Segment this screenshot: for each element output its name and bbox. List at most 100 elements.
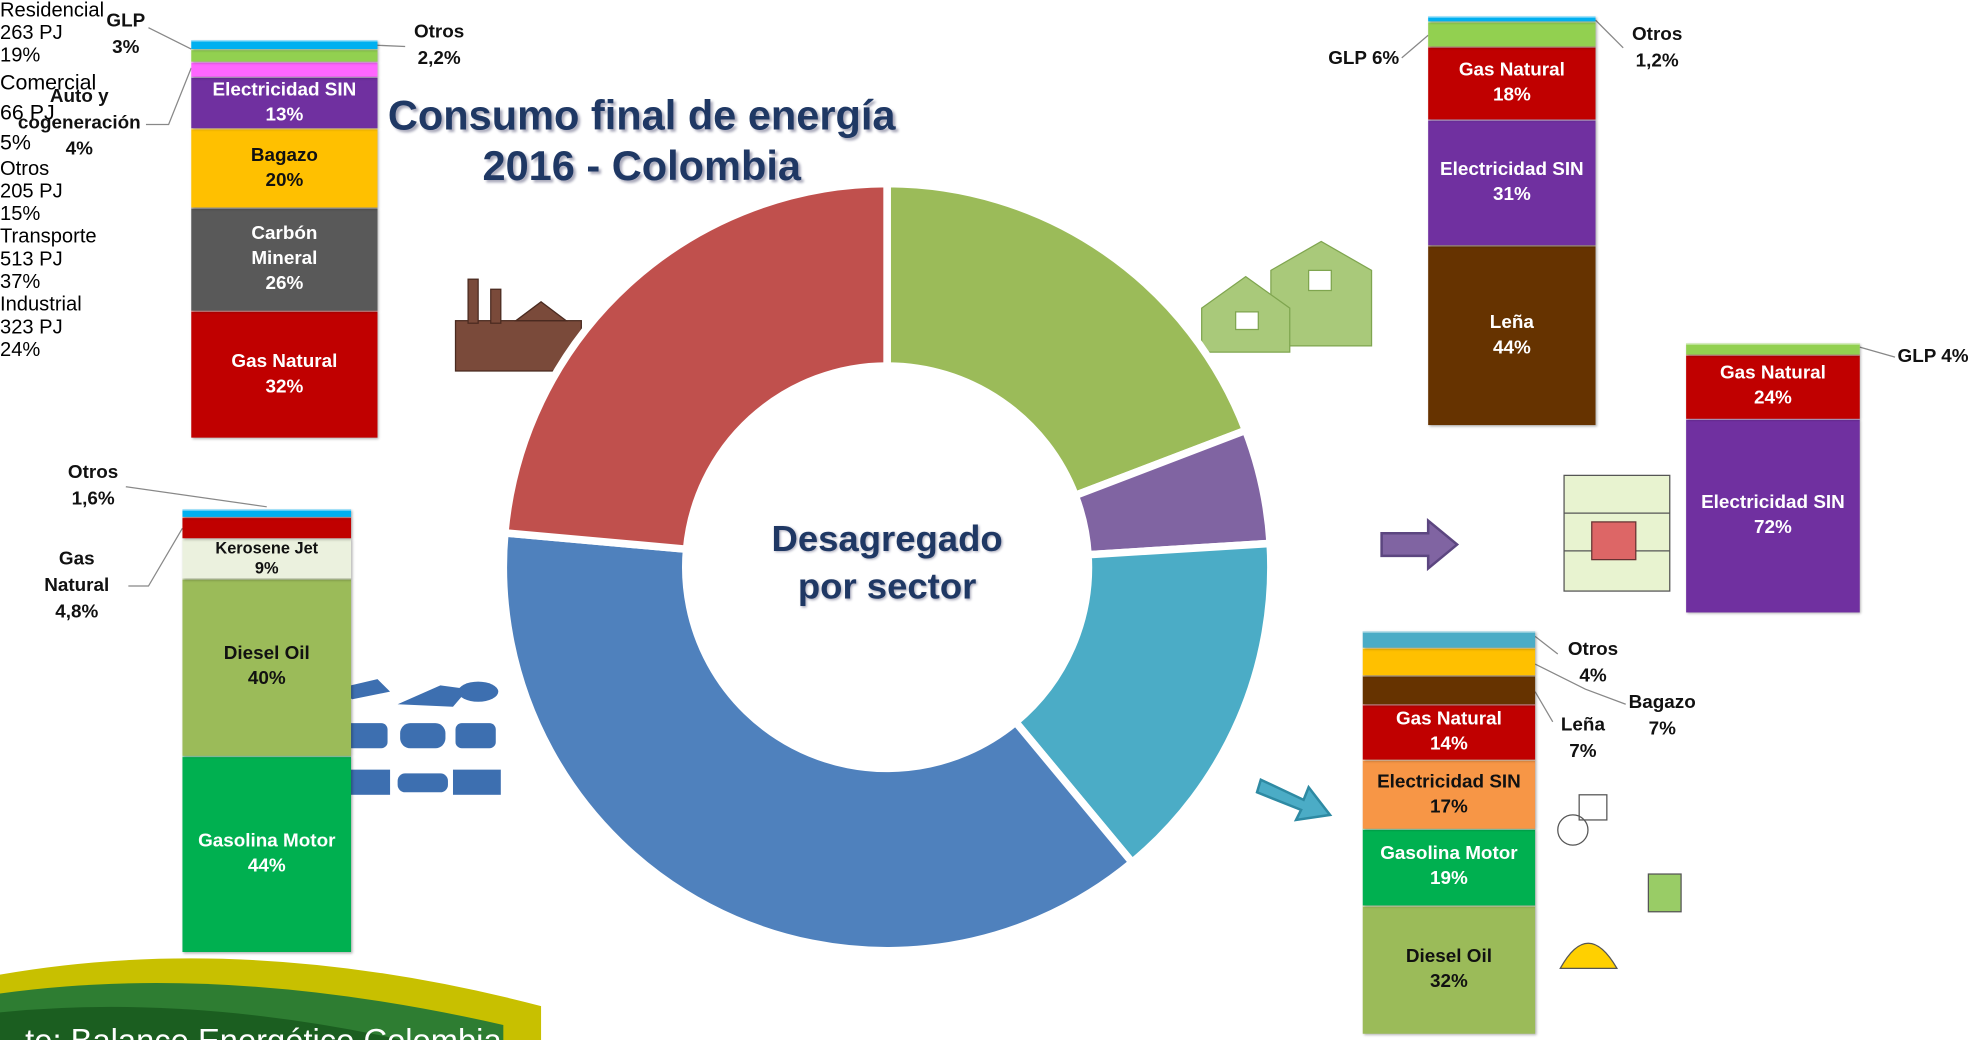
segment-label: Bagazo20% [191, 129, 377, 208]
bar-segment [1428, 17, 1595, 22]
segment-name: Electricidad SIN [1377, 769, 1521, 794]
bar-segment [1363, 631, 1535, 647]
bar-segment [191, 61, 377, 77]
segment-label: Gasolina Motor19% [1363, 829, 1535, 905]
segment-label: Leña44% [1428, 246, 1595, 425]
segment-value: 14% [1430, 732, 1468, 757]
bar-segment [191, 41, 377, 50]
segment-label: Otros 1,6% [50, 459, 136, 512]
vehicle [458, 682, 498, 702]
segment-name: Kerosene Jet [215, 538, 318, 558]
infographic: Consumo final de energía 2016 - Colombia… [0, 0, 1973, 1040]
vehicle [453, 770, 501, 795]
segment-value: 4% [1941, 346, 1968, 367]
segment-name: Auto y cogeneración [6, 83, 152, 136]
segment-name: GLP [88, 8, 163, 34]
helmet [1560, 943, 1617, 968]
segment-name: GLP [1328, 48, 1366, 69]
center-label: Desagregado por sector [736, 516, 1038, 612]
bar-segment [182, 517, 351, 538]
bar-segment [1363, 647, 1535, 675]
segment-label: Kerosene Jet9% [182, 538, 351, 578]
segment-value: 6% [1372, 48, 1399, 69]
bar-segment [1686, 343, 1860, 354]
window [1309, 270, 1332, 290]
segment-value: 20% [265, 168, 303, 193]
segment-label: GLP 4% [1898, 343, 1973, 369]
leader-line [1860, 347, 1895, 357]
vehicle [456, 723, 496, 748]
segment-value: 1,6% [72, 488, 115, 509]
segment-name: Electricidad SIN [213, 78, 357, 103]
bar-segment [1363, 676, 1535, 704]
segment-value: 7% [1649, 718, 1676, 739]
bar-segment [182, 509, 351, 516]
segment-value: 44% [248, 854, 286, 879]
segment-name: Gas Natural [1720, 361, 1826, 386]
leader-line [1402, 35, 1428, 58]
bar-segment [191, 49, 377, 61]
segment-label: Otros 4% [1555, 636, 1630, 689]
vehicle [400, 723, 445, 748]
title-line: 2016 - Colombia [352, 141, 931, 191]
segment-value: 4% [66, 138, 93, 159]
segment-label: Otros 2,2% [398, 19, 481, 72]
title-line: Consumo final de energía [352, 91, 931, 141]
bar-segment [1428, 22, 1595, 46]
footer: te: Balance Energético Colombia [25, 1021, 501, 1040]
segment-value: 31% [1493, 183, 1531, 208]
segment-name: Otros [398, 19, 481, 45]
segment-value: 26% [265, 272, 303, 297]
tractor [1579, 795, 1607, 820]
segment-name: Diesel Oil [1406, 944, 1492, 969]
segment-value: 44% [1493, 335, 1531, 360]
segment-name: Otros [50, 459, 136, 485]
segment-value: 72% [1754, 516, 1792, 541]
arrow [1257, 780, 1330, 820]
segment-value: 9% [255, 558, 279, 578]
transport-icon [335, 679, 501, 795]
segment-name: Otros [1555, 636, 1630, 662]
cart [1592, 522, 1636, 560]
segment-name: Leña [1490, 310, 1534, 335]
segment-name: Bagazo [251, 143, 318, 168]
segment-value: 19% [1430, 867, 1468, 892]
segment-name: Gasolina Motor [198, 829, 335, 854]
segment-label: Gas Natural4,8% [35, 546, 118, 625]
segment-label: Diesel Oil40% [182, 578, 351, 756]
other-icons [1558, 795, 1681, 969]
leader-line [126, 487, 267, 507]
leader-line [146, 68, 191, 125]
vehicle [398, 773, 448, 792]
vehicle [398, 685, 468, 706]
house-icon [1202, 241, 1372, 352]
leader-line [128, 528, 182, 586]
segment-name: Otros [1616, 21, 1699, 47]
segment-label: Bagazo7% [1621, 689, 1704, 742]
segment-label: GLP 6% [1296, 45, 1399, 71]
segment-value: 13% [265, 103, 303, 128]
segment-name: Gas Natural [231, 349, 337, 374]
arrow [1382, 521, 1457, 569]
segment-value: 4% [1579, 665, 1606, 686]
center-line: por sector [736, 563, 1038, 611]
segment-value: 2,2% [418, 48, 461, 69]
segment-value: 24% [1754, 386, 1792, 411]
segment-name: GLP [1898, 346, 1936, 367]
segment-name: Gas Natural [35, 546, 118, 599]
segment-value: 17% [1430, 794, 1468, 819]
segment-name: Leña [1545, 712, 1620, 738]
page: Consumo final de energía 2016 - Colombia… [0, 0, 1973, 1040]
building [1648, 874, 1681, 912]
segment-name: Electricidad SIN [1701, 490, 1845, 515]
roof [516, 302, 566, 321]
